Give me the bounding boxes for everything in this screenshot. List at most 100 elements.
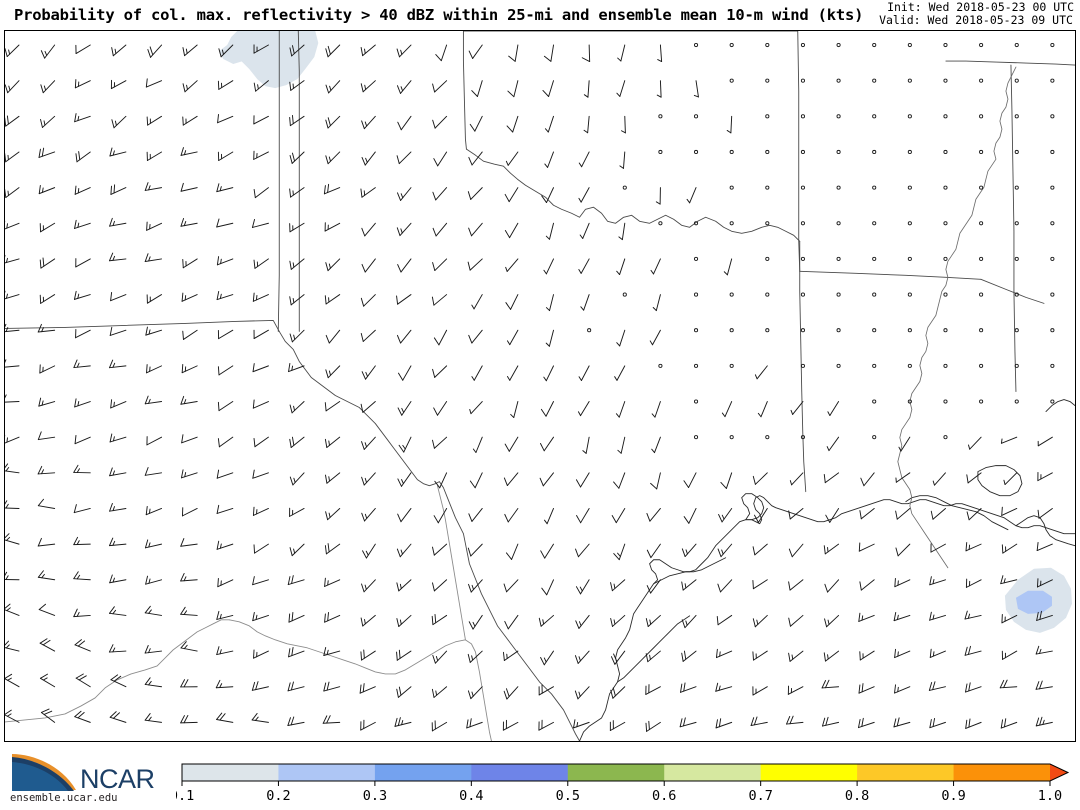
colorbar-label-0.6: 0.6 bbox=[652, 788, 676, 804]
wind-barb bbox=[5, 673, 20, 688]
wind-barb bbox=[398, 436, 412, 453]
wind-barb bbox=[396, 614, 412, 628]
wind-barb bbox=[932, 472, 946, 486]
wind-barb bbox=[360, 187, 376, 198]
wind-barb bbox=[37, 498, 56, 509]
wind-barb bbox=[729, 363, 734, 368]
wind-barb bbox=[898, 436, 911, 452]
wind-barb bbox=[979, 328, 984, 333]
wind-barb bbox=[754, 365, 768, 380]
wind-barb bbox=[1037, 471, 1053, 482]
wind-barb bbox=[800, 114, 805, 119]
wind-barb bbox=[37, 465, 56, 475]
wind-barb bbox=[467, 543, 483, 557]
wind-barb bbox=[216, 256, 234, 266]
wind-barb bbox=[544, 507, 554, 525]
wind-barb bbox=[613, 472, 626, 489]
wind-barb bbox=[619, 151, 626, 169]
wind-barb bbox=[397, 507, 412, 523]
wind-barb bbox=[538, 614, 554, 627]
wind-barb bbox=[252, 576, 269, 586]
wind-barb bbox=[325, 329, 341, 344]
wind-barb bbox=[5, 394, 20, 403]
wind-barb bbox=[894, 577, 911, 588]
coastline-layer bbox=[579, 399, 1075, 741]
wind-barb bbox=[717, 543, 733, 558]
wind-barb bbox=[362, 543, 376, 559]
wind-barb bbox=[789, 472, 804, 486]
wind-barb bbox=[217, 577, 234, 588]
wind-barb bbox=[872, 399, 877, 404]
wind-barb bbox=[217, 151, 234, 161]
wind-barb bbox=[180, 469, 198, 479]
wind-barb bbox=[895, 507, 911, 520]
wind-barb bbox=[74, 434, 91, 445]
wind-barb bbox=[218, 44, 234, 58]
wind-barb bbox=[1050, 328, 1055, 333]
coastline-mississippi-delta bbox=[1015, 515, 1075, 547]
wind-barb bbox=[788, 650, 804, 662]
wind-barb bbox=[397, 401, 412, 416]
logo-wordmark: NCAR bbox=[80, 764, 155, 794]
wind-barb bbox=[752, 543, 768, 556]
wind-barb bbox=[765, 256, 770, 261]
logo-url-label[interactable]: ensemble.ucar.edu bbox=[10, 792, 118, 804]
wind-barb bbox=[287, 681, 305, 692]
wind-barb bbox=[979, 149, 984, 155]
wind-barb bbox=[788, 543, 804, 558]
colorbar-tick-labels: 0.1 0.2 0.3 0.4 0.5 0.6 0.7 0.8 0.9 1.0 bbox=[176, 788, 1062, 804]
wind-barb bbox=[821, 716, 840, 727]
wind-barb bbox=[729, 149, 734, 155]
wind-barb bbox=[836, 149, 841, 155]
ncar-logo[interactable]: NCAR ensemble.ucar.edu bbox=[6, 750, 166, 806]
wind-barb bbox=[965, 718, 982, 729]
wind-barb bbox=[907, 78, 912, 83]
river-layer bbox=[897, 66, 1017, 569]
wind-barb bbox=[431, 614, 448, 626]
wind-barb bbox=[507, 80, 519, 98]
wind-barb bbox=[928, 681, 946, 691]
wind-barb bbox=[325, 472, 341, 484]
border-tx-la bbox=[799, 240, 807, 493]
wind-barb bbox=[361, 115, 376, 130]
wind-barb bbox=[872, 363, 877, 368]
wind-barb bbox=[5, 463, 20, 474]
wind-barb bbox=[1014, 399, 1019, 404]
wind-barb bbox=[1014, 221, 1019, 226]
wind-barb bbox=[621, 115, 626, 134]
wind-barb bbox=[788, 614, 804, 627]
wind-barb bbox=[658, 114, 663, 119]
wind-barb bbox=[469, 401, 483, 415]
map-canvas[interactable] bbox=[4, 30, 1076, 742]
wind-barb bbox=[324, 401, 341, 412]
wind-barb bbox=[433, 507, 448, 524]
wind-barb bbox=[545, 294, 554, 312]
wind-barb bbox=[765, 221, 770, 226]
wind-barb bbox=[964, 610, 982, 620]
wind-barb bbox=[111, 44, 127, 57]
wind-barb bbox=[37, 323, 56, 333]
wind-barb bbox=[1050, 42, 1055, 48]
wind-barb bbox=[1050, 292, 1055, 297]
wind-barb bbox=[472, 436, 483, 453]
wind-barb bbox=[217, 80, 234, 90]
wind-barb bbox=[466, 718, 483, 729]
wind-barb bbox=[943, 42, 948, 48]
wind-barb bbox=[721, 401, 733, 418]
wind-barb bbox=[431, 294, 448, 306]
wind-barb bbox=[821, 679, 840, 689]
prob-region-0p1-north-b bbox=[219, 41, 246, 65]
wind-barb bbox=[800, 185, 805, 190]
wind-barb bbox=[433, 401, 448, 416]
wind-barb bbox=[216, 610, 234, 620]
colorbar[interactable]: 0.1 0.2 0.3 0.4 0.5 0.6 0.7 0.8 0.9 1.0 bbox=[176, 762, 1074, 808]
wind-barb bbox=[800, 78, 805, 83]
wind-barb bbox=[144, 713, 163, 723]
wind-barb bbox=[396, 543, 412, 558]
timestamp-block: Init: Wed 2018-05-23 00 UTC Valid: Wed 2… bbox=[879, 1, 1074, 27]
wind-barb bbox=[907, 149, 912, 155]
wind-barb bbox=[396, 329, 412, 344]
wind-barb bbox=[361, 222, 376, 237]
wind-barb bbox=[146, 151, 163, 161]
colorbar-label-0.8: 0.8 bbox=[845, 788, 869, 804]
